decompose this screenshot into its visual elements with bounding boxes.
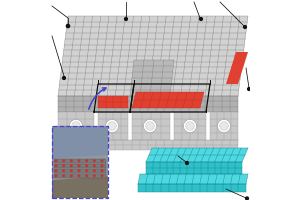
Polygon shape <box>138 184 246 192</box>
Circle shape <box>143 119 157 133</box>
Circle shape <box>72 122 80 130</box>
Bar <box>52 126 108 198</box>
Circle shape <box>63 160 64 162</box>
Circle shape <box>78 165 80 167</box>
Polygon shape <box>98 112 128 140</box>
Circle shape <box>146 122 154 130</box>
Circle shape <box>101 170 103 172</box>
Circle shape <box>86 175 88 177</box>
Circle shape <box>200 18 202 20</box>
Circle shape <box>70 170 72 172</box>
Bar <box>54 169 106 173</box>
Polygon shape <box>146 162 242 174</box>
Polygon shape <box>98 96 128 108</box>
Circle shape <box>86 160 88 162</box>
Bar <box>54 159 106 163</box>
Circle shape <box>86 165 88 167</box>
Circle shape <box>108 122 116 130</box>
Circle shape <box>183 119 196 133</box>
Circle shape <box>78 160 80 162</box>
Polygon shape <box>226 52 248 84</box>
Polygon shape <box>58 16 248 96</box>
Circle shape <box>55 160 57 162</box>
Circle shape <box>186 122 194 130</box>
Circle shape <box>244 26 246 28</box>
Circle shape <box>101 160 103 162</box>
Circle shape <box>69 119 82 133</box>
Circle shape <box>94 165 95 167</box>
Circle shape <box>63 165 64 167</box>
Circle shape <box>248 88 250 90</box>
Circle shape <box>246 197 248 200</box>
Circle shape <box>124 18 128 20</box>
Circle shape <box>55 165 57 167</box>
Circle shape <box>94 170 95 172</box>
Circle shape <box>55 175 57 177</box>
Circle shape <box>101 175 103 177</box>
Circle shape <box>101 165 103 167</box>
Circle shape <box>94 160 95 162</box>
Circle shape <box>86 170 88 172</box>
Circle shape <box>94 175 95 177</box>
Circle shape <box>105 119 119 133</box>
Bar <box>54 164 106 168</box>
Circle shape <box>70 165 72 167</box>
Circle shape <box>63 175 64 177</box>
Polygon shape <box>52 176 108 198</box>
Circle shape <box>70 160 72 162</box>
Polygon shape <box>58 140 238 150</box>
Circle shape <box>70 175 72 177</box>
Circle shape <box>218 119 231 133</box>
Polygon shape <box>52 126 108 158</box>
Circle shape <box>220 122 228 130</box>
Polygon shape <box>132 112 170 140</box>
Bar <box>52 126 108 198</box>
Circle shape <box>63 170 64 172</box>
Circle shape <box>78 175 80 177</box>
Polygon shape <box>146 148 248 162</box>
Circle shape <box>186 162 188 164</box>
Polygon shape <box>130 60 174 96</box>
Bar <box>54 174 106 178</box>
Polygon shape <box>138 174 248 184</box>
Polygon shape <box>174 112 206 140</box>
Polygon shape <box>58 96 238 112</box>
Polygon shape <box>132 92 204 108</box>
Circle shape <box>66 24 70 28</box>
Circle shape <box>55 170 57 172</box>
Circle shape <box>63 77 65 79</box>
Polygon shape <box>210 112 238 140</box>
Circle shape <box>78 170 80 172</box>
Polygon shape <box>58 112 94 140</box>
